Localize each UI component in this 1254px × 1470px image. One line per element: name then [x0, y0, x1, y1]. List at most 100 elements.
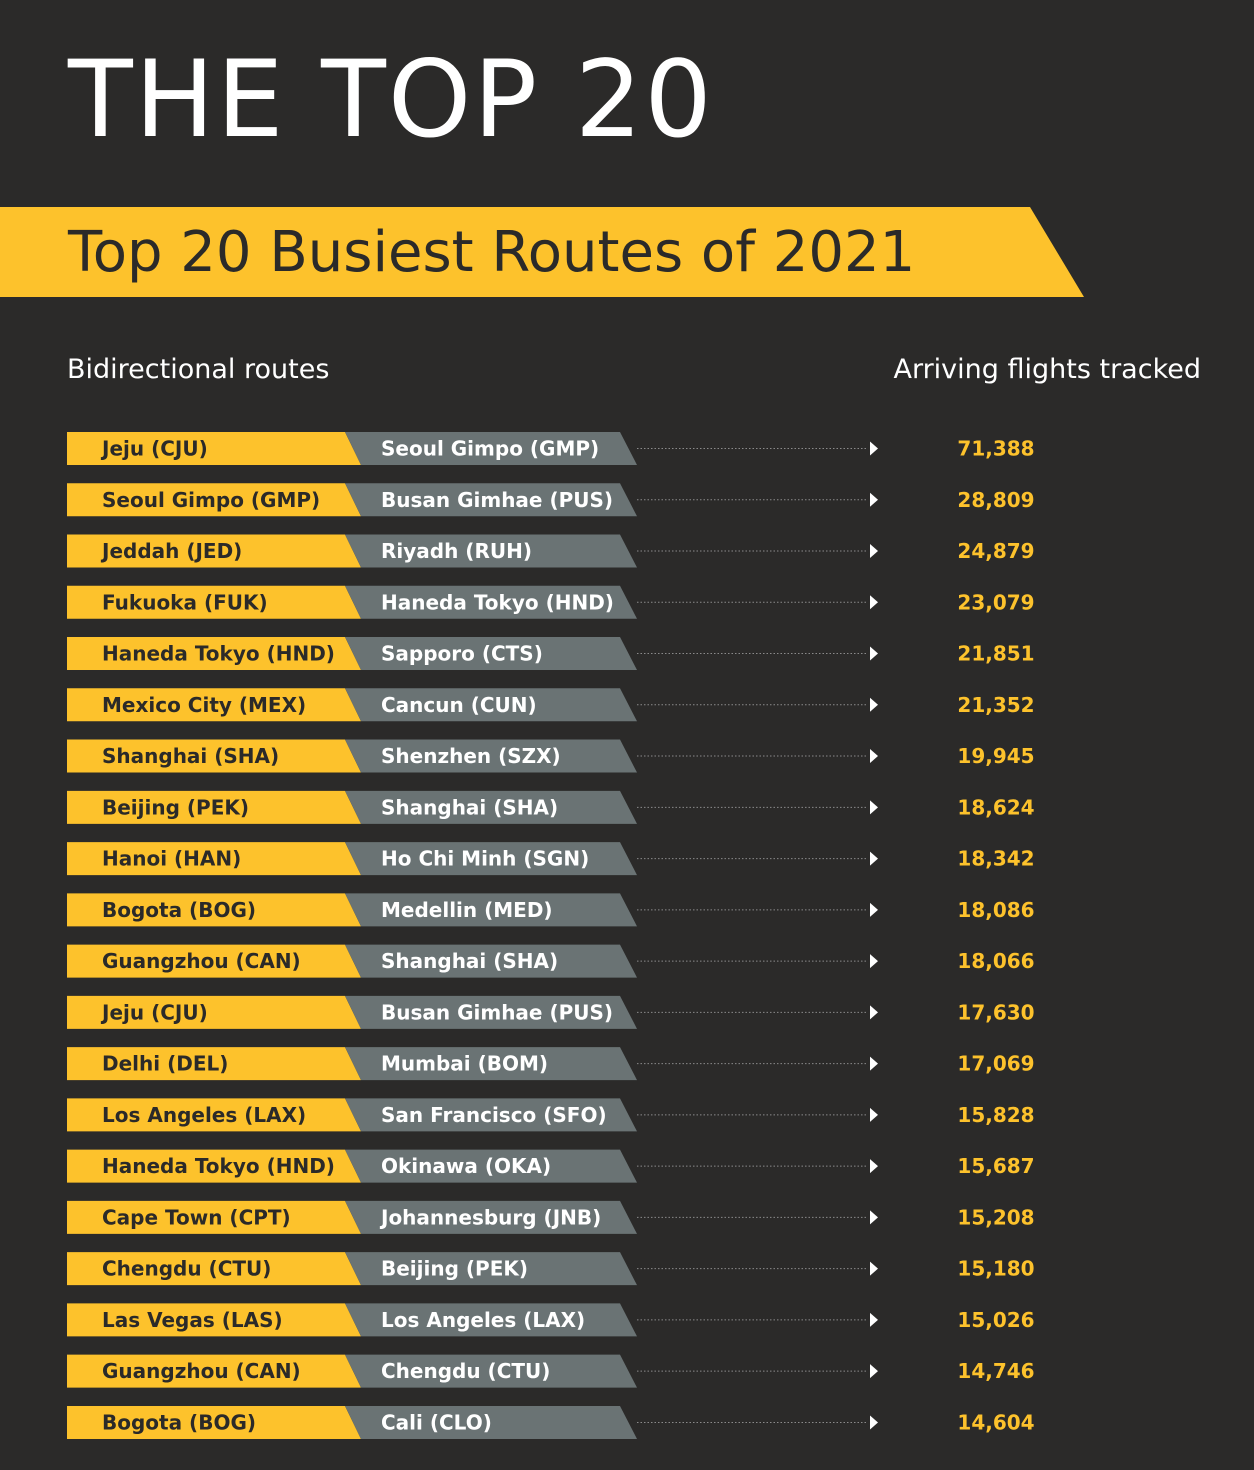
flights-value: 17,630	[957, 1000, 1034, 1024]
destination-label: Busan Gimhae (PUS)	[381, 1000, 613, 1024]
origin-box	[67, 1098, 361, 1132]
flights-value: 71,388	[957, 437, 1034, 461]
destination-box	[345, 1405, 637, 1439]
destination-label: Los Angeles (LAX)	[381, 1308, 585, 1332]
origin-label: Seoul Gimpo (GMP)	[102, 488, 320, 512]
origin-label: Haneda Tokyo (HND)	[102, 1154, 335, 1178]
destination-label: Johannesburg (JNB)	[379, 1205, 601, 1229]
destination-box	[345, 1098, 637, 1132]
origin-label: Los Angeles (LAX)	[102, 1103, 306, 1127]
arrow-icon	[870, 851, 878, 866]
flights-value: 18,086	[957, 898, 1034, 922]
table-row: Cape Town (CPT) Johannesburg (JNB) 15,208	[67, 1200, 1035, 1234]
arrow-icon	[870, 441, 878, 456]
table-row: Bogota (BOG) Cali (CLO) 14,604	[67, 1405, 1035, 1439]
destination-box	[345, 739, 637, 773]
origin-label: Bogota (BOG)	[102, 898, 256, 922]
destination-box	[345, 790, 637, 824]
arrow-icon	[870, 595, 878, 610]
arrow-icon	[870, 1056, 878, 1071]
arrow-icon	[870, 1107, 878, 1122]
origin-label: Delhi (DEL)	[102, 1052, 228, 1076]
origin-box	[67, 842, 361, 876]
origin-label: Guangzhou (CAN)	[102, 1359, 301, 1383]
origin-box	[67, 483, 361, 517]
origin-label: Jeju (CJU)	[100, 437, 208, 461]
destination-label: Medellin (MED)	[381, 898, 553, 922]
arrow-icon	[870, 1364, 878, 1379]
destination-box	[345, 1303, 637, 1337]
destination-box	[345, 1149, 637, 1183]
flights-column-header: Arriving flights tracked	[893, 354, 1201, 385]
table-row: Bogota (BOG) Medellin (MED) 18,086	[67, 893, 1035, 927]
arrow-icon	[870, 1210, 878, 1225]
origin-box	[67, 1354, 361, 1388]
flights-value: 14,746	[957, 1359, 1034, 1383]
flights-value: 28,809	[957, 488, 1034, 512]
arrow-icon	[870, 1005, 878, 1020]
destination-label: Chengdu (CTU)	[381, 1359, 550, 1383]
origin-label: Chengdu (CTU)	[102, 1257, 271, 1281]
origin-label: Bogota (BOG)	[102, 1410, 256, 1434]
destination-label: Ho Chi Minh (SGN)	[381, 847, 589, 871]
destination-label: Busan Gimhae (PUS)	[381, 488, 613, 512]
destination-label: Okinawa (OKA)	[381, 1154, 551, 1178]
origin-box	[67, 790, 361, 824]
flights-value: 15,687	[957, 1154, 1034, 1178]
origin-label: Jeju (CJU)	[100, 1000, 208, 1024]
origin-box	[67, 1405, 361, 1439]
origin-box	[67, 1252, 361, 1286]
origin-box	[67, 534, 361, 568]
arrow-icon	[870, 1159, 878, 1174]
flights-value: 23,079	[957, 590, 1034, 614]
table-row: Delhi (DEL) Mumbai (BOM) 17,069	[67, 1047, 1035, 1081]
destination-box	[345, 483, 637, 517]
flights-value: 18,342	[957, 847, 1034, 871]
destination-box	[345, 893, 637, 927]
table-row: Mexico City (MEX) Cancun (CUN) 21,352	[67, 688, 1035, 722]
origin-box	[67, 995, 361, 1029]
page-title: THE TOP 20	[68, 38, 714, 161]
destination-box	[345, 1047, 637, 1081]
arrow-icon	[870, 492, 878, 507]
origin-box	[67, 1303, 361, 1337]
table-row: Jeju (CJU) Seoul Gimpo (GMP) 71,388	[67, 432, 1035, 465]
table-row: Hanoi (HAN) Ho Chi Minh (SGN) 18,342	[67, 842, 1035, 876]
destination-label: Shanghai (SHA)	[381, 795, 558, 819]
arrow-icon	[870, 646, 878, 661]
table-row: Guangzhou (CAN) Shanghai (SHA) 18,066	[67, 944, 1035, 978]
destination-box	[345, 995, 637, 1029]
flights-value: 17,069	[957, 1052, 1034, 1076]
destination-box	[345, 534, 637, 568]
arrow-icon	[870, 544, 878, 559]
flights-value: 15,208	[957, 1205, 1034, 1229]
chart-title: Top 20 Busiest Routes of 2021	[68, 220, 916, 285]
origin-label: Cape Town (CPT)	[102, 1205, 291, 1229]
destination-label: San Francisco (SFO)	[381, 1103, 607, 1127]
flights-value: 18,066	[957, 949, 1034, 973]
flights-value: 15,180	[957, 1257, 1034, 1281]
flights-value: 14,604	[957, 1410, 1034, 1434]
origin-box	[67, 432, 361, 465]
destination-box	[345, 842, 637, 876]
destination-box	[345, 944, 637, 978]
table-row: Las Vegas (LAS) Los Angeles (LAX) 15,026	[67, 1303, 1035, 1337]
destination-box	[345, 1200, 637, 1234]
destination-label: Shanghai (SHA)	[381, 949, 558, 973]
origin-box	[67, 1047, 361, 1081]
arrow-icon	[870, 800, 878, 815]
origin-label: Mexico City (MEX)	[102, 693, 306, 717]
destination-label: Shenzhen (SZX)	[381, 744, 561, 768]
destination-box	[345, 585, 637, 619]
origin-label: Shanghai (SHA)	[102, 744, 279, 768]
destination-box	[345, 637, 637, 671]
arrow-icon	[870, 1261, 878, 1276]
destination-label: Mumbai (BOM)	[381, 1052, 548, 1076]
arrow-icon	[870, 902, 878, 917]
table-row: Jeju (CJU) Busan Gimhae (PUS) 17,630	[67, 995, 1035, 1029]
subtitle-banner: Top 20 Busiest Routes of 2021	[0, 207, 1084, 297]
table-row: Haneda Tokyo (HND) Sapporo (CTS) 21,851	[67, 637, 1035, 671]
arrow-icon	[870, 954, 878, 969]
destination-box	[345, 432, 637, 465]
flights-value: 15,828	[957, 1103, 1034, 1127]
